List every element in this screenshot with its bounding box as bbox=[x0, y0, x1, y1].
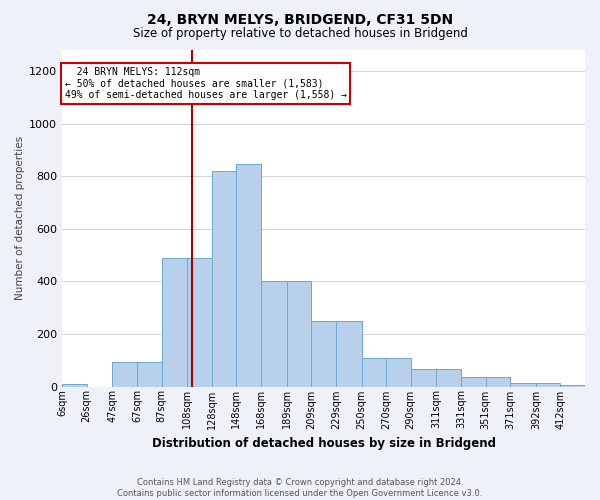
Bar bbox=[485, 378, 510, 386]
Bar bbox=[137, 362, 161, 386]
Text: Contains HM Land Registry data © Crown copyright and database right 2024.
Contai: Contains HM Land Registry data © Crown c… bbox=[118, 478, 482, 498]
Text: 24, BRYN MELYS, BRIDGEND, CF31 5DN: 24, BRYN MELYS, BRIDGEND, CF31 5DN bbox=[147, 12, 453, 26]
X-axis label: Distribution of detached houses by size in Bridgend: Distribution of detached houses by size … bbox=[152, 437, 496, 450]
Text: Size of property relative to detached houses in Bridgend: Size of property relative to detached ho… bbox=[133, 28, 467, 40]
Bar bbox=[386, 358, 411, 386]
Text: 24 BRYN MELYS: 112sqm  
← 50% of detached houses are smaller (1,583)
49% of semi: 24 BRYN MELYS: 112sqm ← 50% of detached … bbox=[65, 67, 347, 100]
Bar bbox=[362, 358, 386, 386]
Bar bbox=[560, 385, 585, 386]
Bar bbox=[461, 378, 485, 386]
Bar bbox=[187, 258, 212, 386]
Bar bbox=[311, 321, 336, 386]
Bar bbox=[236, 164, 261, 386]
Bar bbox=[510, 382, 536, 386]
Bar bbox=[411, 370, 436, 386]
Bar bbox=[62, 384, 86, 386]
Bar bbox=[287, 282, 311, 387]
Bar bbox=[112, 362, 137, 386]
Bar bbox=[261, 282, 287, 387]
Bar bbox=[336, 321, 362, 386]
Y-axis label: Number of detached properties: Number of detached properties bbox=[15, 136, 25, 300]
Bar bbox=[536, 382, 560, 386]
Bar bbox=[436, 370, 461, 386]
Bar bbox=[212, 171, 236, 386]
Bar bbox=[161, 258, 187, 386]
